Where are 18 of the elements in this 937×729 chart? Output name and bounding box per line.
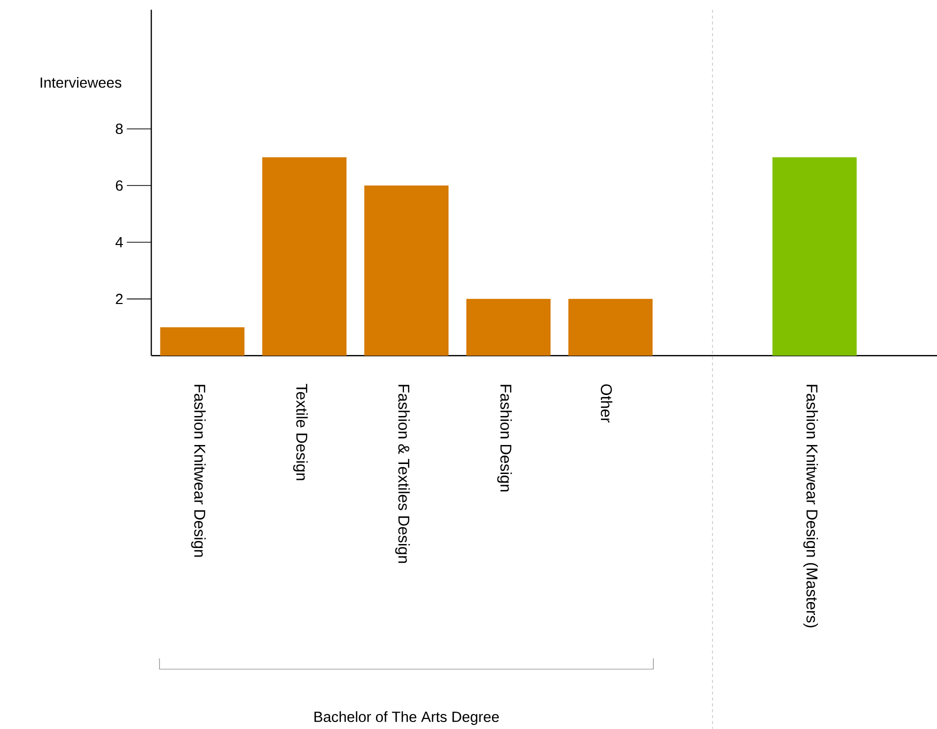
y-tick-label: 8 bbox=[116, 124, 123, 134]
x-tick-label: Fashion & Textiles Design bbox=[395, 384, 410, 563]
y-tick-label: 6 bbox=[116, 180, 123, 191]
y-tick-label: 4 bbox=[116, 237, 123, 248]
x-tick-label: Fashion Knitwear Design (Masters) bbox=[803, 384, 818, 628]
bar bbox=[364, 186, 449, 356]
x-tick-label: Other bbox=[600, 384, 612, 423]
y-axis-title: Interviewees bbox=[40, 77, 122, 88]
text: Bachelor of The Arts Degree bbox=[314, 711, 499, 726]
bar bbox=[568, 298, 653, 356]
bar bbox=[466, 298, 551, 356]
x-tick-label: Textile Design bbox=[293, 384, 308, 480]
x-tick-label: Fashion Design bbox=[497, 384, 512, 492]
bar bbox=[772, 157, 857, 356]
y-tick-label: 2 bbox=[116, 294, 123, 304]
bar bbox=[160, 327, 244, 356]
bar bbox=[262, 157, 346, 356]
x-tick-label: Fashion Knitwear Design bbox=[191, 384, 206, 557]
